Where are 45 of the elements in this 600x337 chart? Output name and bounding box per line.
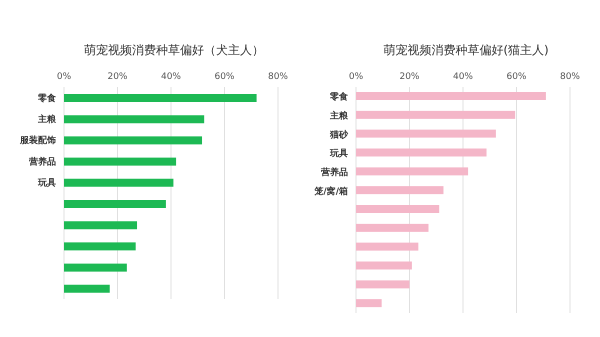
y-tick-label: 零食 xyxy=(37,92,57,104)
x-tick-label: 0% xyxy=(56,72,72,82)
bar xyxy=(356,186,444,194)
bar xyxy=(64,221,138,230)
y-tick-label: 主粮 xyxy=(329,110,349,122)
y-tick-label: 猫砂 xyxy=(329,129,349,140)
bar xyxy=(356,110,516,119)
x-tick-label: 60% xyxy=(506,72,527,82)
bar xyxy=(64,158,176,166)
x-tick-label: 0% xyxy=(348,72,364,82)
bar xyxy=(64,284,110,293)
y-tick-label: 玩具 xyxy=(37,178,56,189)
x-tick-label: 60% xyxy=(214,72,235,82)
y-tick-label: 零食 xyxy=(329,92,349,103)
bar xyxy=(356,148,487,156)
x-tick-label: 40% xyxy=(160,72,182,82)
bar xyxy=(64,94,257,102)
bar xyxy=(64,115,204,124)
x-tick-label: 80% xyxy=(560,72,580,82)
bar xyxy=(64,264,127,272)
bar xyxy=(64,178,174,187)
y-tick-label: 营养品 xyxy=(320,166,348,178)
x-tick-label: 20% xyxy=(107,72,128,82)
bar xyxy=(356,130,496,138)
y-tick-label: 笼/窝/箱 xyxy=(313,186,348,197)
bar xyxy=(356,92,546,100)
bar xyxy=(356,167,468,176)
x-tick-label: 80% xyxy=(268,72,288,82)
y-tick-label: 玩具 xyxy=(329,148,348,160)
chart-title: 萌宠视频消费种草偏好（犬主人） xyxy=(83,42,265,59)
x-tick-label: 20% xyxy=(399,72,420,82)
chart-title: 萌宠视频消费种草偏好(猫主人) xyxy=(382,42,550,59)
bar xyxy=(64,136,202,144)
bar xyxy=(356,262,412,270)
y-tick-label: 主粮 xyxy=(37,114,57,125)
bar xyxy=(356,224,428,232)
bar xyxy=(356,242,418,251)
y-tick-label: 营养品 xyxy=(28,156,56,168)
bar xyxy=(356,205,440,213)
bar xyxy=(356,280,410,288)
bar xyxy=(64,200,166,208)
y-tick-label: 服装配饰 xyxy=(19,135,56,146)
bar xyxy=(356,299,382,308)
x-tick-label: 40% xyxy=(452,72,474,82)
bar xyxy=(64,242,136,250)
